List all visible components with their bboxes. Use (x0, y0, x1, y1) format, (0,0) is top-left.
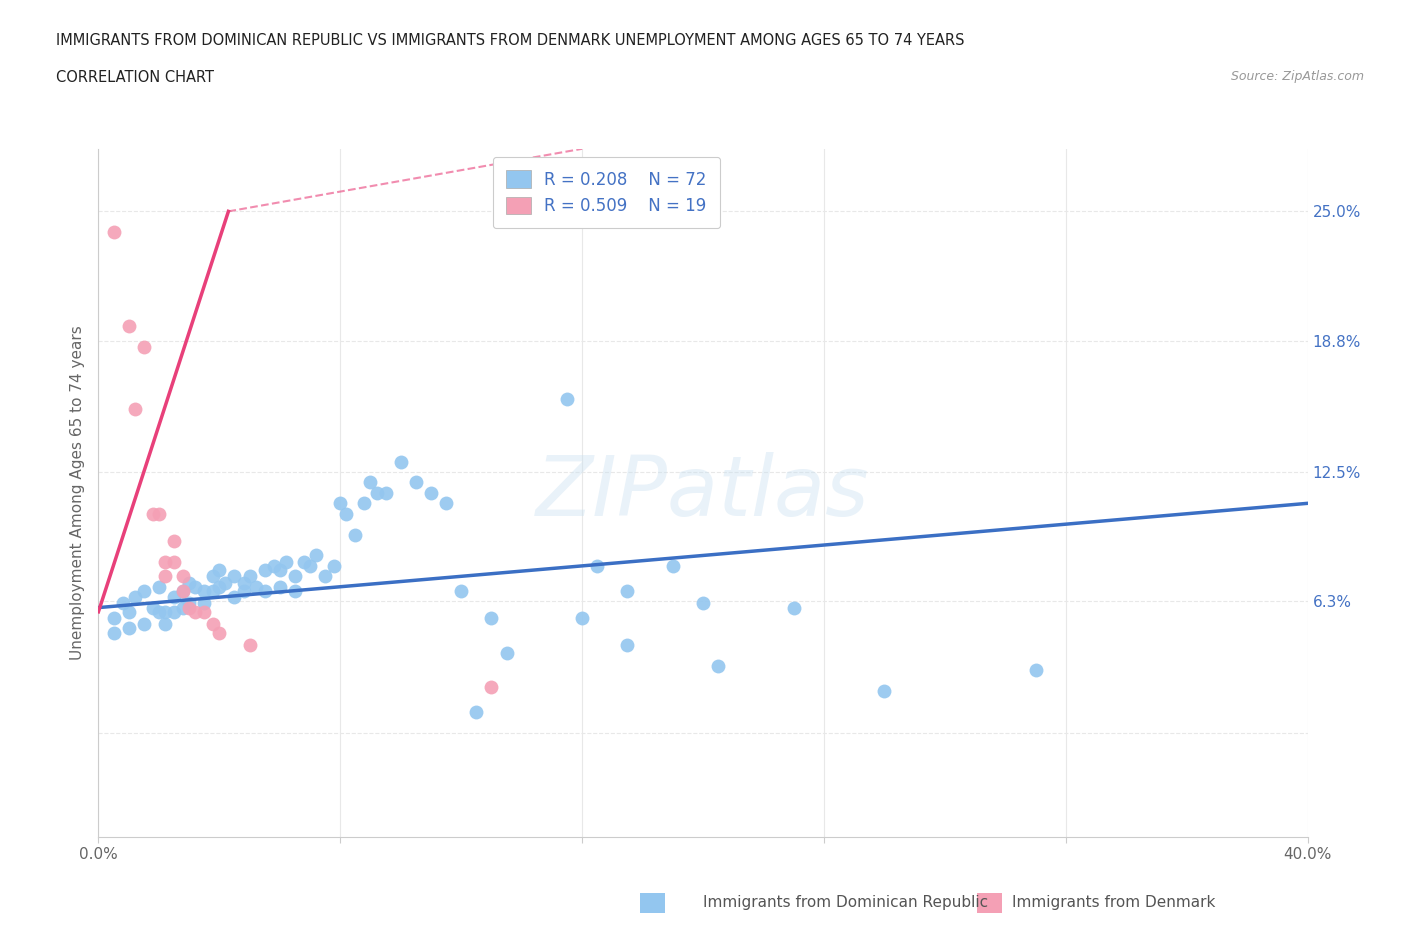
Point (481, 680, 503, 695)
Point (323, 558, 346, 573)
Point (172, 600, 194, 615)
Point (163, 554, 186, 569)
Point (124, 590, 146, 604)
Point (208, 625, 231, 640)
Point (232, 575, 254, 590)
Point (360, 475, 382, 490)
Point (481, 611, 503, 626)
Point (132, 617, 155, 631)
Point (239, 569, 262, 584)
Point (224, 569, 246, 584)
Point (153, 617, 176, 631)
Point (118, 621, 141, 636)
Point (148, 506, 170, 521)
Point (692, 596, 714, 611)
Point (163, 590, 186, 604)
Point (616, 638, 638, 653)
Point (208, 579, 231, 594)
Point (153, 554, 176, 569)
Point (253, 583, 276, 598)
Point (662, 558, 685, 573)
Point (163, 604, 186, 619)
Point (284, 583, 307, 598)
Text: Immigrants from Dominican Republic: Immigrants from Dominican Republic (703, 895, 988, 910)
Point (142, 506, 165, 521)
Point (172, 569, 194, 584)
Point (269, 563, 291, 578)
Point (202, 569, 225, 584)
Point (148, 604, 170, 619)
Point (299, 558, 322, 573)
Point (184, 604, 207, 619)
Point (193, 604, 215, 619)
Point (103, 611, 125, 626)
Point (263, 558, 285, 573)
Point (193, 596, 215, 611)
Point (873, 684, 896, 698)
Point (179, 575, 201, 590)
Point (353, 496, 375, 511)
Point (405, 475, 427, 490)
Point (172, 583, 194, 598)
Point (616, 583, 638, 598)
Point (132, 339, 155, 354)
Point (374, 485, 396, 500)
Point (214, 575, 236, 590)
Point (202, 617, 225, 631)
Point (232, 583, 254, 598)
Point (124, 402, 146, 417)
Point (153, 569, 176, 584)
Point (344, 527, 367, 542)
Point (153, 604, 176, 619)
Point (103, 225, 125, 240)
Point (163, 534, 186, 549)
Point (420, 485, 443, 500)
Point (305, 548, 328, 563)
Point (245, 579, 267, 594)
Point (1024, 663, 1046, 678)
Point (571, 611, 593, 626)
Point (103, 625, 125, 640)
Point (269, 579, 291, 594)
Point (586, 558, 609, 573)
Point (118, 604, 141, 619)
Point (193, 583, 215, 598)
Point (335, 506, 357, 521)
Point (148, 579, 170, 594)
Y-axis label: Unemployment Among Ages 65 to 74 years: Unemployment Among Ages 65 to 74 years (70, 326, 86, 660)
Point (366, 485, 388, 500)
Point (783, 600, 806, 615)
Point (118, 319, 141, 334)
Point (111, 596, 134, 611)
Point (224, 590, 246, 604)
Point (179, 600, 201, 615)
Point (202, 583, 225, 598)
Point (284, 569, 307, 584)
Point (495, 646, 517, 661)
Point (434, 496, 457, 511)
Point (292, 554, 315, 569)
Point (179, 596, 201, 611)
Point (314, 569, 336, 584)
Text: Source: ZipAtlas.com: Source: ZipAtlas.com (1230, 70, 1364, 83)
Point (707, 658, 730, 673)
Text: CORRELATION CHART: CORRELATION CHART (56, 70, 214, 85)
Text: ZIPatlas: ZIPatlas (536, 452, 870, 534)
Point (253, 563, 276, 578)
Point (132, 583, 155, 598)
Point (274, 554, 297, 569)
Point (172, 583, 194, 598)
Point (465, 704, 488, 719)
Point (142, 600, 165, 615)
Point (450, 583, 472, 598)
Text: Immigrants from Denmark: Immigrants from Denmark (1012, 895, 1216, 910)
Point (329, 496, 352, 511)
Point (239, 638, 262, 653)
Text: IMMIGRANTS FROM DOMINICAN REPUBLIC VS IMMIGRANTS FROM DENMARK UNEMPLOYMENT AMONG: IMMIGRANTS FROM DOMINICAN REPUBLIC VS IM… (56, 33, 965, 47)
Point (555, 392, 578, 406)
Legend: R = 0.208    N = 72, R = 0.509    N = 19: R = 0.208 N = 72, R = 0.509 N = 19 (492, 157, 720, 229)
Point (208, 563, 231, 578)
Point (389, 454, 412, 469)
Point (184, 579, 207, 594)
